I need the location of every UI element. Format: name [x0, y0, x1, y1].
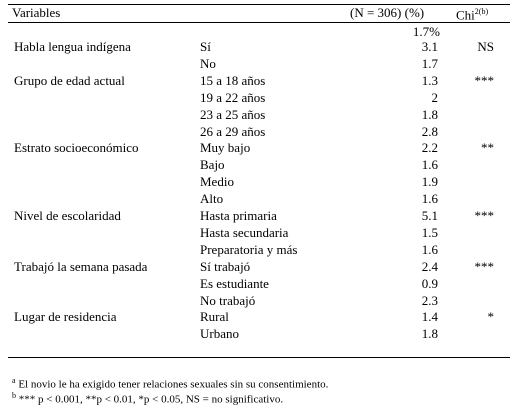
value: 1.4	[421, 309, 438, 325]
fn-text: El novio le ha exigido tener relaciones …	[15, 378, 329, 391]
header-variables: Variables	[12, 5, 61, 20]
chi: ***	[474, 72, 495, 88]
chi: **	[481, 140, 494, 156]
chi: ***	[474, 258, 495, 274]
header-chi: Chi2(b)	[456, 5, 488, 22]
category: Bajo	[200, 157, 225, 173]
value: 2.2	[421, 140, 438, 156]
chi-sup: 2(b)	[474, 7, 489, 16]
rule	[8, 4, 510, 5]
variable: Habla lengua indígena	[14, 39, 131, 54]
category: Urbano	[200, 326, 239, 342]
category: 19 a 22 años	[200, 89, 266, 105]
value: 1.5	[421, 224, 438, 240]
value: 0.9	[421, 275, 438, 291]
category: Rural	[200, 309, 229, 325]
value: 2.8	[421, 123, 438, 139]
footnote: b *** p < 0.001, **p < 0.01, *p < 0.05, …	[12, 389, 283, 407]
chi: *	[487, 309, 495, 325]
total: 1.7%	[412, 24, 440, 39]
value: 1.9	[421, 174, 438, 190]
category: 15 a 18 años	[200, 72, 266, 88]
value: 1.6	[421, 241, 438, 257]
value: 2.4	[421, 258, 438, 274]
footnote: a El novio le ha exigido tener relacione…	[12, 374, 328, 392]
rule	[8, 22, 510, 23]
value: 1.6	[421, 157, 438, 173]
header-n: (N = 306) (%)	[350, 5, 425, 20]
value: 1.6	[421, 191, 438, 207]
fn-mark: b	[12, 391, 16, 400]
fn-mark: a	[12, 376, 16, 385]
value: 2	[431, 89, 439, 105]
category: 23 a 25 años	[200, 106, 266, 122]
category: Muy bajo	[200, 140, 251, 156]
value: 1.7	[421, 55, 438, 71]
value: 1.8	[421, 106, 438, 122]
category: Hasta primaria	[200, 208, 277, 223]
category: Medio	[200, 174, 234, 190]
variable: Grupo de edad actual	[14, 72, 125, 88]
variable: Lugar de residencia	[14, 309, 117, 325]
category: Sí	[200, 39, 211, 54]
category: Es estudiante	[200, 275, 269, 291]
value: 2.3	[421, 292, 438, 308]
rule	[8, 357, 510, 358]
value: 3.1	[421, 39, 438, 54]
chi: ***	[474, 208, 495, 223]
chi: NS	[477, 39, 494, 54]
variable: Nivel de escolaridad	[14, 208, 121, 223]
category: 26 a 29 años	[200, 123, 266, 139]
category: No	[200, 55, 216, 71]
category: No trabajó	[200, 292, 256, 308]
value: 5.1	[421, 208, 438, 223]
category: Hasta secundaria	[200, 224, 289, 240]
category: Alto	[200, 191, 224, 207]
category: Sí trabajó	[200, 258, 251, 274]
category: Preparatoria y más	[200, 241, 298, 257]
fn-text: *** p < 0.001, **p < 0.01, *p < 0.05, NS…	[16, 393, 284, 406]
variable: Trabajó la semana pasada	[14, 258, 148, 274]
variable: Estrato socioeconómico	[14, 140, 139, 156]
value: 1.8	[421, 326, 438, 342]
chi: Chi	[456, 7, 475, 23]
value: 1.3	[421, 72, 438, 88]
